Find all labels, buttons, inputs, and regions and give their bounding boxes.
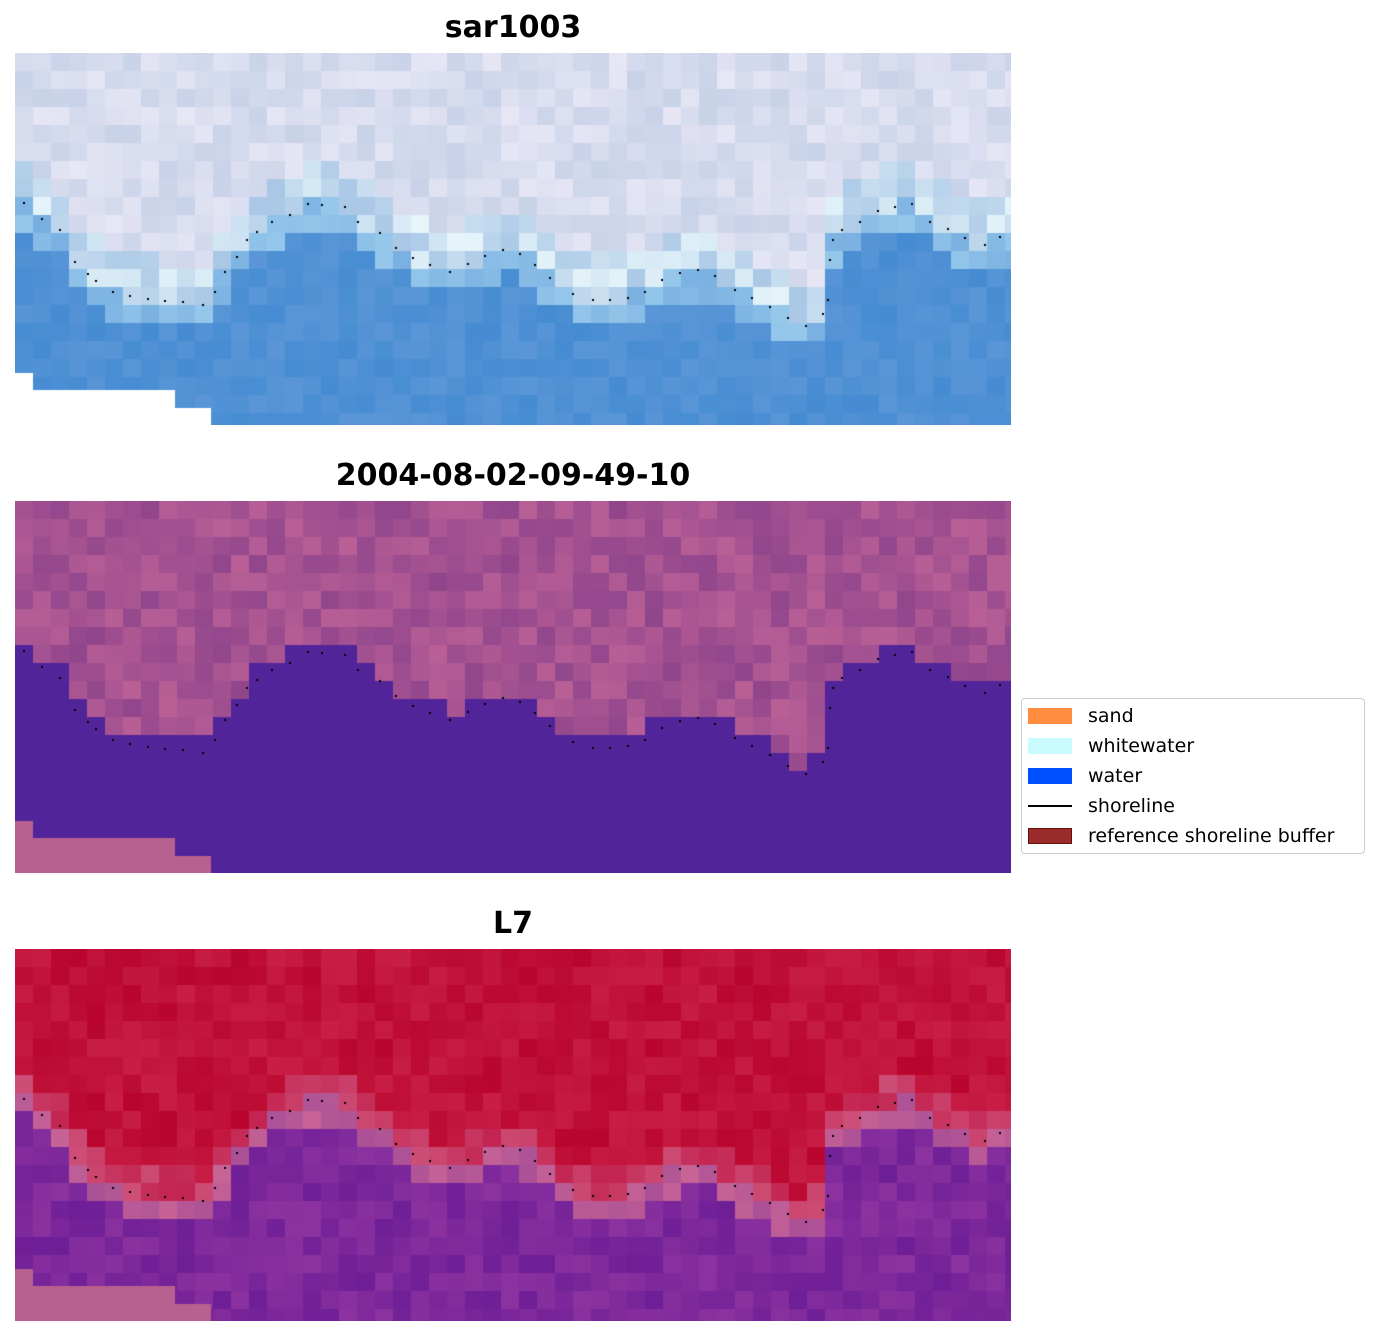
whitewater-swatch: [1028, 738, 1072, 754]
buffer-swatch: [1028, 828, 1072, 844]
panel-1-image: [15, 53, 1011, 425]
water-swatch: [1028, 768, 1072, 784]
panel-3-image: [15, 949, 1011, 1321]
legend-item-shoreline: shoreline: [1028, 791, 1175, 821]
legend-item-sand: sand: [1028, 701, 1134, 731]
legend-label: whitewater: [1088, 735, 1195, 757]
legend-label: reference shoreline buffer: [1088, 825, 1335, 847]
panel-2-title: 2004-08-02-09-49-10: [335, 458, 691, 493]
legend-item-water: water: [1028, 761, 1142, 791]
legend-label: water: [1088, 765, 1143, 787]
shoreline-line-swatch: [1028, 805, 1072, 807]
panel-1-title: sar1003: [444, 10, 582, 45]
legend-item-buffer: reference shoreline buffer: [1028, 821, 1334, 851]
legend-item-whitewater: whitewater: [1028, 731, 1194, 761]
legend-label: sand: [1088, 705, 1134, 727]
legend: sand whitewater water shoreline referenc…: [1021, 698, 1365, 854]
panel-3-title: L7: [493, 906, 533, 941]
sand-swatch: [1028, 708, 1072, 724]
legend-label: shoreline: [1088, 795, 1175, 817]
panel-2-image: [15, 501, 1011, 873]
